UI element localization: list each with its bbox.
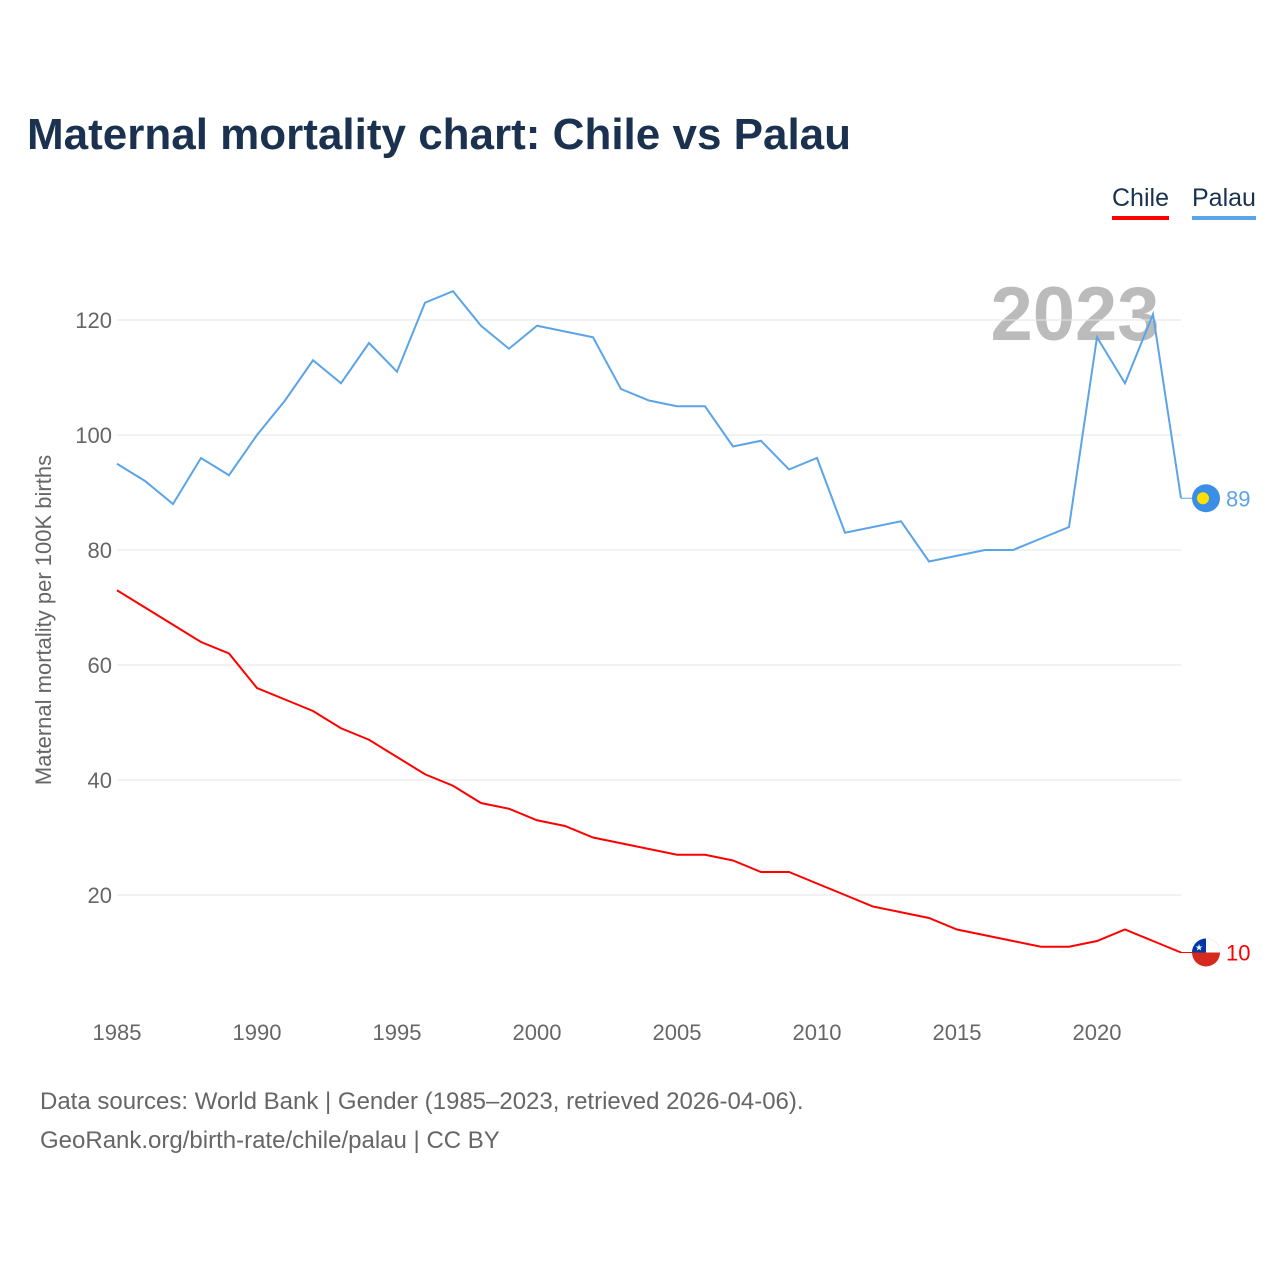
y-tick-label: 100 [75,423,112,448]
x-tick-label: 2000 [513,1020,562,1045]
chart-title: Maternal mortality chart: Chile vs Palau [27,110,852,159]
series-line-palau [116,290,1182,563]
chile-flag-blue [1192,938,1206,953]
source-link[interactable]: GeoRank.org/birth-rate/chile/palau | CC … [40,1127,500,1154]
y-tick-label: 40 [88,768,112,793]
x-tick-label: 1985 [93,1020,142,1045]
end-value-label-chile: 10 [1226,941,1250,966]
y-tick-label: 80 [88,538,112,563]
x-tick-label: 1990 [233,1020,282,1045]
chile-flag-star: ★ [1195,943,1203,953]
x-tick-label: 2015 [933,1020,982,1045]
legend-item-palau[interactable]: Palau [1192,184,1256,220]
y-tick-label: 20 [88,883,112,908]
source-line: Data sources: World Bank | Gender (1985–… [40,1088,804,1115]
y-tick-label: 120 [75,308,112,333]
series-line-chile [116,589,1182,954]
y-axis-label: Maternal mortality per 100K births [31,455,56,785]
end-value-label-palau: 89 [1226,486,1250,511]
year-watermark: 2023 [990,272,1159,357]
x-tick-label: 2005 [653,1020,702,1045]
x-tick-label: 1995 [373,1020,422,1045]
x-tick-label: 2020 [1073,1020,1122,1045]
x-tick-label: 2010 [793,1020,842,1045]
palau-flag-disc [1197,492,1209,505]
legend-item-chile[interactable]: Chile [1112,184,1169,220]
y-tick-label: 60 [88,653,112,678]
